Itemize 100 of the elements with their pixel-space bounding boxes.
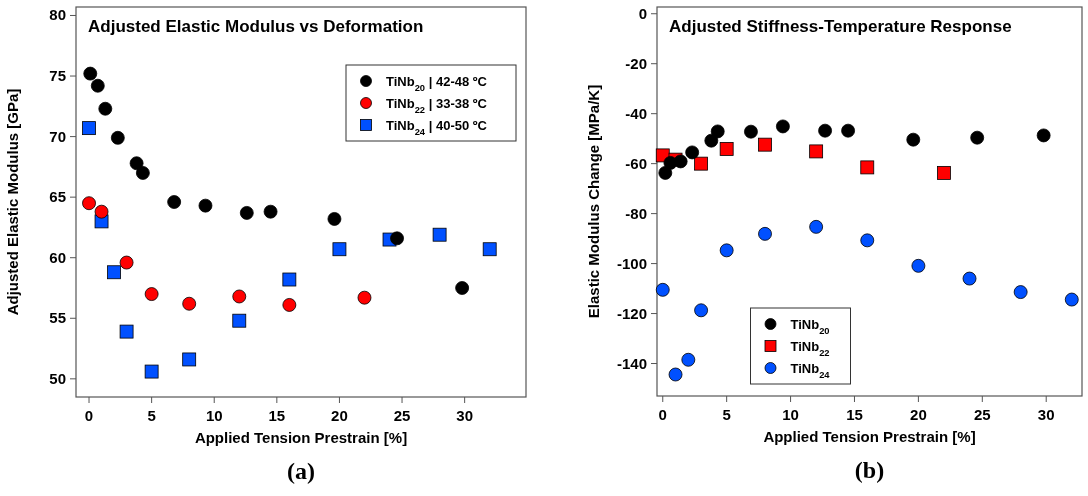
point [809, 219, 824, 234]
y-tick-label: 80 [49, 6, 66, 24]
y-tick-label: -20 [625, 54, 647, 72]
y-tick-label: 55 [49, 309, 66, 327]
point [390, 231, 404, 246]
point [809, 144, 824, 159]
point [906, 132, 921, 147]
x-tick-label: 20 [331, 407, 348, 424]
point [673, 154, 688, 169]
point [327, 212, 342, 226]
point [681, 352, 696, 367]
point [83, 66, 98, 81]
point [144, 364, 159, 379]
point [182, 296, 197, 311]
x-tick-label: 15 [846, 406, 863, 423]
x-tick-label: 10 [782, 406, 799, 423]
y-tick-label: 70 [49, 127, 66, 145]
point [135, 166, 150, 180]
point [694, 303, 708, 318]
x-tick-label: 5 [722, 406, 731, 423]
point [455, 281, 470, 295]
point [94, 204, 109, 219]
x-tick-label: 25 [393, 407, 411, 424]
point [970, 130, 985, 145]
point [110, 130, 125, 145]
x-tick-label: 0 [658, 406, 667, 423]
x-axis-title: Applied Tension Prestrain [%] [763, 428, 976, 445]
point [655, 282, 670, 297]
y-axis-title: Adjusted Elastic Modulus [GPa] [4, 88, 21, 316]
y-tick-label: 60 [49, 248, 66, 266]
legend-label: TiNb$_{22}$ [790, 339, 830, 358]
point [90, 78, 105, 93]
point [668, 367, 683, 382]
point [332, 242, 347, 257]
point [1013, 285, 1028, 299]
point [282, 298, 297, 312]
point [357, 290, 372, 305]
point [860, 233, 875, 248]
point [144, 287, 159, 301]
text: Adjusted Stiffness-Temperature Response [669, 17, 1012, 36]
text: (b) [854, 457, 885, 483]
point [82, 121, 96, 136]
y-tick-label: 65 [49, 188, 66, 206]
x-tick-label: 5 [147, 407, 156, 424]
point [685, 145, 700, 160]
point [232, 313, 247, 328]
point [263, 204, 278, 219]
x-tick-label: 30 [1037, 406, 1055, 423]
point [482, 242, 497, 257]
point [758, 137, 772, 152]
legend-label: TiNb$_{20}$ [790, 317, 830, 336]
y-tick-label: 0 [638, 4, 647, 22]
point [719, 142, 734, 156]
point [239, 206, 254, 220]
x-tick-label: 20 [910, 406, 927, 423]
point [282, 272, 297, 287]
point [119, 324, 134, 339]
legend-label: TiNb$_{24}$ | 40-50 ºC [386, 118, 488, 137]
point [719, 243, 734, 258]
text: (a) [287, 458, 315, 484]
y-tick-label: 75 [49, 67, 66, 85]
point [82, 196, 96, 211]
point [911, 258, 926, 273]
point [182, 352, 197, 367]
x-tick-label: 30 [456, 407, 473, 424]
x-axis-title: Applied Tension Prestrain [%] [194, 429, 408, 446]
y-tick-label: -80 [625, 204, 647, 222]
legend-label: TiNb$_{24}$ [790, 361, 831, 380]
point [758, 226, 772, 241]
y-tick-label: 50 [49, 369, 66, 387]
x-tick-label: 15 [268, 407, 286, 424]
legend-label: TiNb$_{22}$ | 33-38 ºC [386, 96, 488, 115]
point [167, 195, 182, 209]
point [119, 255, 134, 270]
point [232, 289, 247, 304]
point [1036, 128, 1051, 143]
text: Adjusted Elastic Modulus vs Deformation [88, 17, 424, 36]
y-tick-label: -140 [616, 354, 647, 372]
point [937, 165, 951, 180]
x-tick-label: 25 [973, 406, 991, 423]
point [129, 156, 144, 171]
point [1064, 292, 1079, 307]
point [198, 198, 213, 213]
point [694, 156, 708, 171]
point [744, 124, 758, 139]
y-tick-label: -40 [625, 104, 647, 122]
point [860, 160, 875, 175]
point [776, 119, 790, 134]
x-tick-label: 10 [205, 407, 223, 424]
legend-label: TiNb$_{20}$ | 42-48 ºC [386, 74, 488, 93]
y-tick-label: -100 [616, 254, 647, 272]
point [98, 101, 113, 116]
point [432, 227, 447, 242]
x-tick-label: 0 [84, 407, 94, 424]
point [107, 265, 121, 280]
y-tick-label: -60 [625, 154, 647, 172]
point [818, 123, 832, 138]
point [710, 124, 725, 139]
point [841, 123, 855, 138]
y-tick-label: -120 [616, 304, 647, 322]
